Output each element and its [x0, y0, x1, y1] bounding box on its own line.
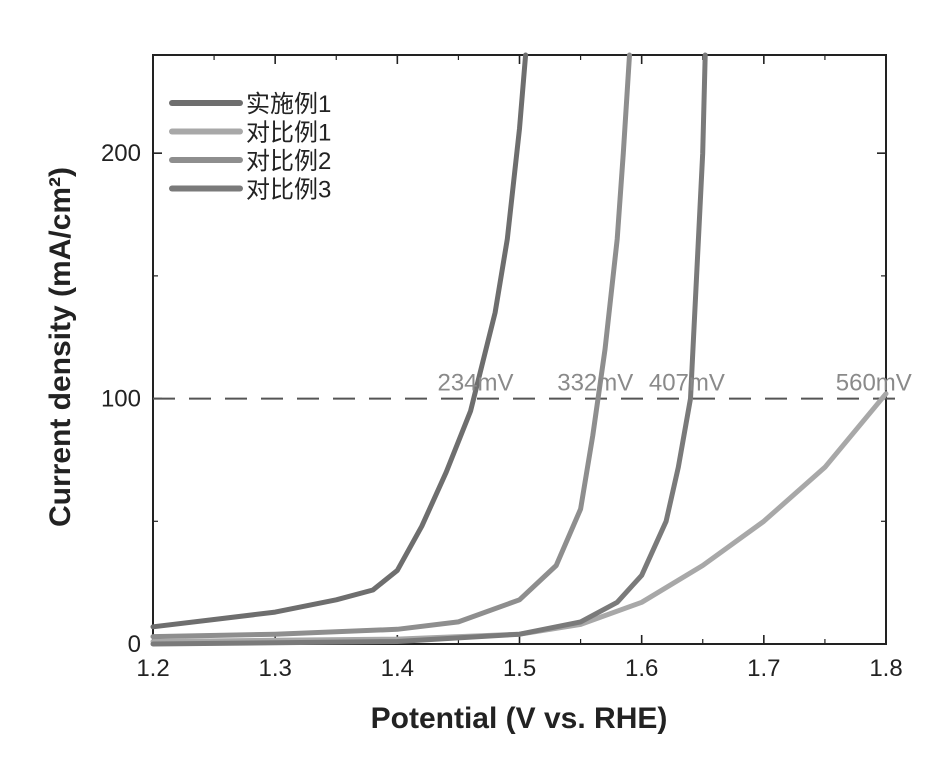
overpotential-label: 560mV: [836, 370, 912, 397]
annotation-layer: 234mV 332mV 407mV 560mV: [437, 370, 911, 397]
y-tick-label: 100: [101, 386, 141, 413]
legend-label: 实施例1: [246, 91, 331, 118]
x-tick-label: 1.7: [747, 655, 780, 682]
legend-label: 对比例1: [246, 120, 331, 147]
x-axis-title: Potential (V vs. RHE): [371, 702, 668, 735]
overpotential-label: 407mV: [649, 370, 725, 397]
overpotential-label: 332mV: [557, 370, 633, 397]
legend-label: 对比例3: [246, 177, 331, 204]
y-tick-label: 200: [101, 140, 141, 167]
x-tick-label: 1.8: [869, 655, 902, 682]
legend-label: 对比例2: [246, 148, 331, 175]
overpotential-label: 234mV: [437, 370, 513, 397]
x-tick-label: 1.3: [258, 655, 291, 682]
y-tick-label: 0: [128, 631, 141, 658]
x-tick-label: 1.5: [503, 655, 536, 682]
x-tick-label: 1.4: [381, 655, 414, 682]
x-tick-label: 1.2: [136, 655, 169, 682]
x-tick-label: 1.6: [625, 655, 658, 682]
y-axis-title: Current density (mA/cm²): [44, 167, 77, 527]
